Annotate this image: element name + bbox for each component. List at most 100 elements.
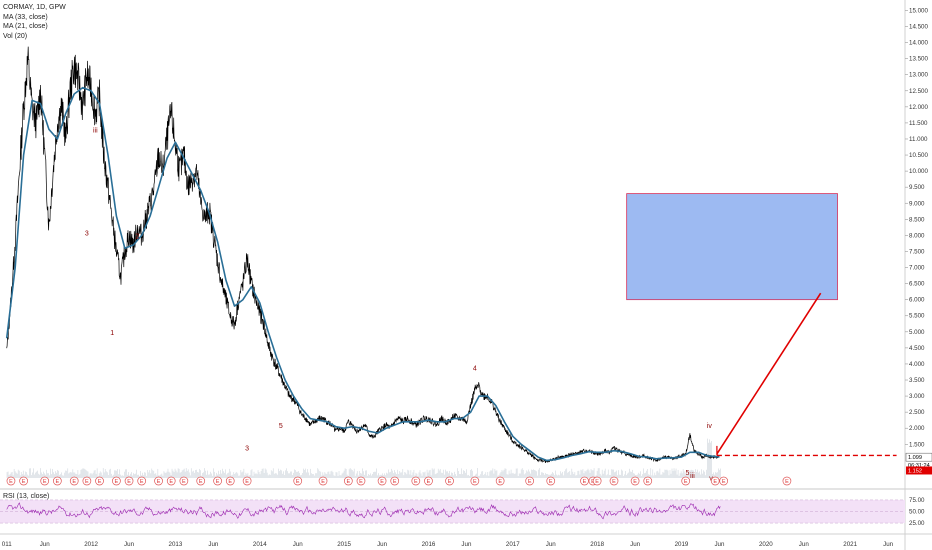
volume-bar	[295, 470, 296, 478]
volume-bar	[18, 470, 20, 478]
time-tick-label: Jun	[546, 541, 557, 548]
volume-bar	[665, 469, 667, 478]
earnings-marker	[719, 476, 729, 486]
volume-bar	[503, 469, 505, 478]
volume-bar	[326, 474, 328, 478]
volume-bar	[340, 475, 342, 478]
volume-bar	[240, 470, 242, 478]
volume-bar	[413, 469, 415, 478]
earnings-marker	[196, 476, 206, 486]
earnings-marker	[643, 476, 653, 486]
volume-bar	[703, 470, 704, 478]
volume-bar	[53, 472, 54, 478]
earnings-marker-label: E	[380, 479, 384, 485]
volume-bar	[364, 474, 365, 478]
volume-bar	[172, 470, 174, 478]
earnings-marker	[242, 476, 252, 486]
volume-bar	[443, 474, 445, 478]
legend-symbol[interactable]: CORMAY, 1D, GPW	[3, 4, 66, 11]
volume-bar	[322, 472, 324, 478]
volume-bar	[223, 471, 224, 478]
volume-bar	[682, 469, 684, 478]
volume-bar	[456, 475, 457, 478]
volume-bar	[499, 473, 501, 478]
volume-bar	[188, 472, 190, 478]
volume-bar	[52, 468, 53, 478]
volume-bar	[272, 468, 274, 478]
volume-bar	[136, 469, 137, 478]
volume-bar	[626, 475, 627, 478]
price-tick-label: 8.500	[909, 216, 925, 223]
volume-bar	[595, 475, 597, 478]
volume-bar	[632, 469, 633, 478]
volume-bar	[657, 470, 659, 478]
volume-bar	[507, 474, 509, 478]
wave-label: 1	[110, 330, 114, 337]
volume-bar	[41, 472, 42, 478]
volume-bar	[609, 475, 611, 478]
volume-bar	[614, 472, 615, 478]
volume-bar	[674, 470, 676, 478]
earnings-marker	[112, 476, 121, 486]
volume-bar	[563, 475, 565, 478]
volume-bar	[358, 470, 360, 478]
price-tick-label: 6.000	[909, 297, 925, 304]
chart-legend: CORMAY, 1D, GPW MA (33, close) MA (21, c…	[3, 3, 66, 41]
volume-bar	[199, 468, 200, 478]
earnings-marker-label: E	[359, 479, 363, 485]
volume-bar	[407, 469, 409, 478]
volume-bar	[139, 475, 140, 478]
volume-bar	[138, 474, 139, 478]
volume-bar	[187, 469, 189, 478]
earnings-marker	[710, 476, 720, 486]
volume-bar	[423, 472, 425, 478]
volume-bar	[607, 469, 609, 478]
volume-bar	[398, 473, 400, 478]
legend-ma2[interactable]: MA (21, close)	[3, 23, 48, 30]
volume-bar	[177, 468, 179, 478]
volume-bar	[547, 474, 548, 478]
volume-bar	[62, 475, 64, 478]
volume-bar	[117, 469, 118, 478]
volume-bar	[266, 472, 268, 478]
volume-bar	[395, 472, 396, 478]
volume-bar	[321, 475, 323, 478]
volume-bar	[616, 470, 617, 478]
wave-label: iii	[690, 473, 695, 480]
volume-bar	[517, 475, 519, 478]
volume-bar	[98, 473, 100, 478]
volume-bar	[592, 470, 594, 478]
rsi-legend[interactable]: RSI (13, close)	[3, 493, 50, 500]
earnings-marker	[470, 476, 480, 486]
volume-bar	[679, 473, 681, 478]
volume-bar	[577, 470, 579, 478]
volume-bar	[681, 473, 683, 478]
volume-bar	[545, 473, 546, 478]
volume-bar	[438, 470, 440, 478]
volume-bar	[214, 471, 215, 478]
volume-bar	[91, 474, 93, 478]
legend-vol[interactable]: Vol (20)	[3, 32, 28, 40]
volume-bar	[161, 473, 163, 478]
earnings-marker	[782, 476, 792, 486]
volume-bar	[360, 473, 362, 478]
price-tick-label: 7.500	[909, 248, 925, 255]
volume-bar	[178, 468, 180, 478]
volume-bar	[268, 474, 270, 478]
target-box	[626, 193, 838, 301]
volume-bar	[464, 470, 465, 478]
earnings-marker-label: E	[785, 479, 789, 485]
volume-bar	[412, 472, 414, 478]
volume-bar	[283, 471, 284, 478]
volume-bar	[130, 473, 131, 478]
volume-bar	[289, 473, 290, 478]
volume-bar	[106, 472, 108, 478]
volume-bar	[613, 469, 614, 478]
volume-bar	[123, 475, 124, 478]
rsi-tick-label: 75.00	[909, 497, 925, 504]
legend-ma1[interactable]: MA (33, close)	[3, 13, 48, 21]
volume-bar	[63, 475, 65, 478]
volume-bar	[55, 471, 56, 478]
volume-bar	[576, 475, 578, 478]
